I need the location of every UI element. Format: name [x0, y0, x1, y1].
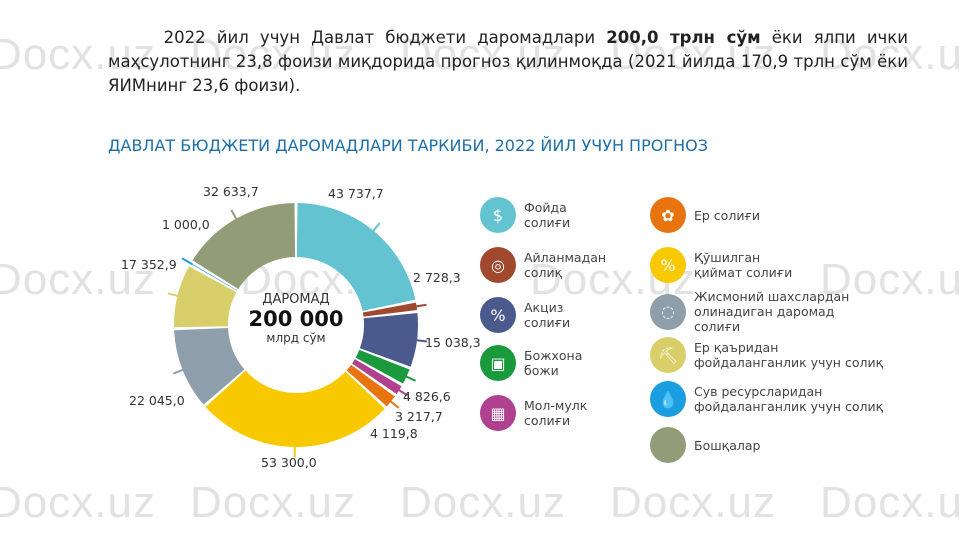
watermark: Docx.uz: [400, 30, 566, 79]
leader-line: [414, 338, 428, 343]
slice-10: [192, 203, 296, 289]
legend-label: Мол-мулк солиғи: [524, 398, 588, 428]
cart-percent-icon: %: [650, 247, 686, 283]
coins-icon: ◎: [480, 247, 516, 283]
data-label: 4 826,6: [403, 389, 451, 404]
data-label: 1 000,0: [162, 217, 210, 232]
watermark: Docx.uz: [0, 478, 156, 527]
hand-money-icon: ◌: [650, 293, 686, 330]
legend-label: Ер қаъридан фойдаланганлик учун солиқ: [694, 340, 884, 370]
leader-line: [167, 292, 180, 298]
land-plant-icon: ✿: [650, 197, 686, 233]
watermark: Docx.uz: [820, 255, 960, 304]
slice-0: [296, 203, 416, 311]
watermark: Docx.uz: [0, 30, 156, 79]
legend-item: $ Фойда солиғи: [480, 197, 570, 233]
legend-item: % Қўшилган қиймат солиғи: [650, 247, 792, 283]
legend-label: Сув ресурсларидан фойдаланганлик учун со…: [694, 384, 884, 414]
leader-line: [404, 374, 417, 382]
legend-item: 💧 Сув ресурсларидан фойдаланганлик учун с…: [650, 381, 883, 417]
circle-icon: [650, 427, 686, 463]
watermark: Docx.uz: [820, 30, 960, 79]
watermark: Docx.uz: [400, 478, 566, 527]
legend-label: Қўшилган қиймат солиғи: [694, 250, 793, 280]
legend-item: ◌ Жисмоний шахслардан олинадиган даромад …: [650, 289, 849, 334]
legend-label: Фойда солиғи: [524, 200, 571, 230]
legend-label: Айланмадан солиқ: [524, 250, 607, 280]
slice-7: [174, 327, 245, 405]
data-label: 17 352,9: [121, 257, 177, 272]
legend-label: Акциз солиғи: [524, 300, 571, 330]
leader-line: [371, 222, 381, 233]
intro-bold-total: 200,0 трлн сўм: [606, 28, 761, 47]
intro-text: 2022 йил учун Давлат бюджети даромадлари: [163, 28, 607, 47]
percent-doc-icon: %: [480, 297, 516, 333]
intro-text: ёки ялпи ички маҳсулотнинг 23,8 фоизи ми…: [108, 28, 908, 95]
leader-line: [181, 257, 193, 266]
data-label: 53 300,0: [261, 455, 317, 470]
leader-line: [414, 303, 427, 308]
building-icon: ▦: [480, 395, 516, 431]
data-label: 2 728,3: [413, 270, 461, 285]
center-label: ДАРОМАД: [262, 292, 330, 307]
water-drop-icon: 💧: [650, 381, 686, 417]
legend-label: Жисмоний шахслардан олинадиган даромад с…: [694, 289, 850, 334]
watermark: Docx.uz: [0, 255, 156, 304]
data-label: 3 217,7: [395, 409, 443, 424]
legend-label: Ер солиғи: [694, 207, 760, 223]
legend-item: % Акциз солиғи: [480, 297, 570, 333]
data-label: 4 119,8: [370, 426, 418, 441]
watermark: Docx.uz: [190, 30, 356, 79]
watermark: Docx.uz: [610, 30, 776, 79]
legend-item: ✿ Ер солиғи: [650, 197, 760, 233]
chart-title: ДАВЛАТ БЮДЖЕТИ ДАРОМАДЛАРИ ТАРКИБИ, 2022…: [108, 136, 708, 155]
legend-item: ⛏ Ер қаъридан фойдаланганлик учун солиқ: [650, 337, 883, 373]
leader-line: [172, 368, 185, 375]
cart-box-icon: ▣: [480, 345, 516, 381]
pickaxe-icon: ⛏: [650, 337, 686, 373]
slice-5: [346, 364, 395, 407]
slice-6: [205, 370, 385, 447]
slice-9: [190, 263, 238, 291]
center-total: 200 000: [248, 307, 344, 331]
slice-8: [174, 266, 237, 328]
data-label: 15 038,3: [425, 335, 481, 350]
legend-label: Бошқалар: [694, 437, 761, 453]
data-label: 22 045,0: [129, 393, 185, 408]
slice-3: [355, 349, 410, 384]
watermark: Docx.uz: [190, 478, 356, 527]
leader-line: [230, 209, 239, 221]
leader-line: [388, 399, 400, 409]
legend-item: ▣ Божхона божи: [480, 345, 582, 381]
data-label: 32 633,7: [203, 184, 259, 199]
legend-item: ▦ Мол-мулк солиғи: [480, 395, 587, 431]
slice-1: [362, 302, 418, 317]
watermark: Docx.uz: [610, 478, 776, 527]
slice-4: [352, 359, 402, 395]
hand-coins-icon: $: [480, 197, 516, 233]
watermark: Docx.uz: [820, 478, 960, 527]
slice-2: [359, 312, 418, 367]
legend-item: Бошқалар: [650, 427, 760, 463]
leader-line: [396, 388, 409, 397]
legend-item: ◎ Айланмадан солиқ: [480, 247, 606, 283]
data-label: 43 737,7: [328, 186, 384, 201]
legend-label: Божхона божи: [524, 348, 583, 378]
center-unit: млрд сўм: [266, 331, 326, 345]
donut-center: ДАРОМАД 200 000 млрд сўм: [236, 292, 356, 345]
intro-paragraph: 2022 йил учун Давлат бюджети даромадлари…: [108, 26, 908, 98]
